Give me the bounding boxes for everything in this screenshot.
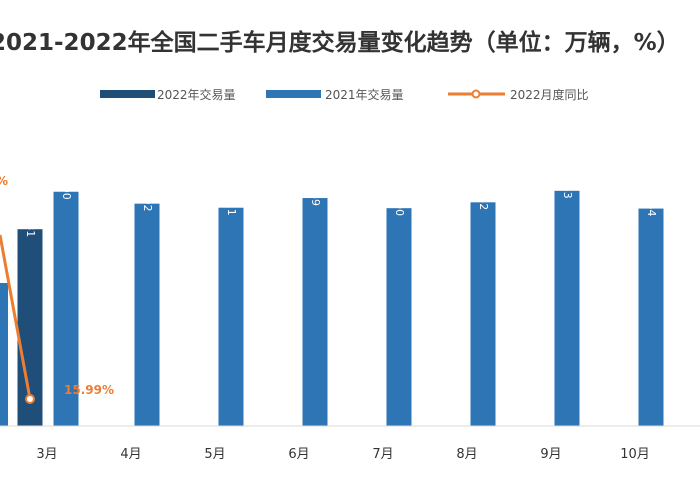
yoy-line-layer: 15.99% — [0, 234, 114, 404]
legend-label-2022: 2022年交易量 — [157, 87, 236, 102]
yoy-point-3月 — [25, 394, 35, 404]
legend-marker-yoy — [471, 89, 481, 99]
bar-2021-5月 — [218, 207, 244, 426]
value-label-2021-9月: 157.53 — [561, 160, 574, 199]
partial-percent-label: % — [0, 174, 8, 188]
yoy-label-3月: 15.99% — [64, 383, 114, 397]
x-axis-ticks: 3月 4月 5月 6月 7月 8月 9月 10月 — [36, 447, 649, 462]
legend-label-2021: 2021年交易量 — [325, 87, 404, 102]
yoy-line — [0, 234, 32, 400]
x-tick-7月: 7月 — [372, 447, 393, 462]
x-tick-8月: 8月 — [456, 447, 477, 462]
partial-bar-left — [0, 283, 8, 426]
value-label-2021-8月: 149.82 — [477, 172, 490, 211]
value-label-2021-5月: 146.21 — [225, 177, 238, 216]
bar-2021-7月 — [386, 208, 412, 426]
legend: 2022年交易量 2021年交易量 2022月度同比 — [100, 87, 589, 102]
x-tick-10月: 10月 — [620, 447, 650, 462]
x-tick-9月: 9月 — [540, 447, 561, 462]
x-tick-5月: 5月 — [204, 447, 225, 462]
x-tick-3月: 3月 — [36, 447, 57, 462]
bar-2021-3月 — [53, 191, 79, 426]
bar-2021-6月 — [302, 198, 328, 426]
bar-2021-10月 — [638, 208, 664, 426]
value-labels-layer: 131.81 156.90 148.92 146.21 152.69 145.90 149.… — [24, 160, 658, 237]
bar-2021-4月 — [134, 203, 160, 426]
legend-label-yoy: 2022月度同比 — [510, 87, 589, 102]
value-label-2021-6月: 152.69 — [309, 168, 322, 207]
value-label-2021-7月: 145.90 — [393, 178, 406, 217]
legend-swatch-2021 — [266, 90, 321, 98]
bar-2021-8月 — [470, 202, 496, 426]
value-label-2021-10月: 145.64 — [645, 178, 658, 217]
bars-layer — [17, 190, 664, 426]
value-label-2022-3月: 131.81 — [24, 199, 37, 238]
chart-title: 2021-2022年全国二手车月度交易量变化趋势（单位：万辆，%） — [0, 29, 680, 56]
bar-2021-9月 — [554, 190, 580, 426]
value-label-2021-4月: 148.92 — [141, 173, 154, 212]
legend-swatch-2022 — [100, 90, 155, 98]
x-tick-4月: 4月 — [120, 447, 141, 462]
value-label-2021-3月: 156.90 — [60, 161, 73, 200]
x-tick-6月: 6月 — [288, 447, 309, 462]
